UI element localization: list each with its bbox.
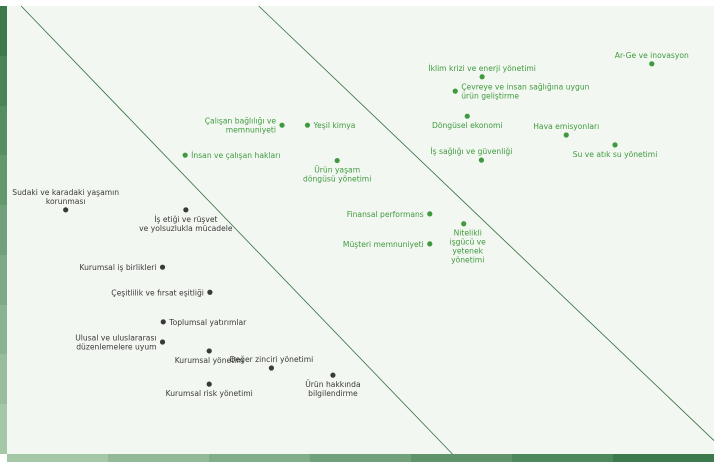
point-su-ve-atık-su-yönetimi [612, 142, 618, 148]
bottom-axis-gradient-bar [7, 454, 714, 462]
left-axis-gradient-bar [0, 6, 7, 454]
point-ar-ge-ve-inovasyon [649, 61, 655, 67]
label-değer-zinciri-yönetimi: Değer zinciri yönetimi [230, 355, 314, 364]
label-su-ve-atık-su-yönetimi: Su ve atık su yönetimi [573, 150, 658, 159]
label-ürün-yaşam-döngüsü-yönetimi: Ürün yaşam döngüsü yönetimi [303, 166, 371, 184]
point-çeşitlilik-ve-fırsat-eşitliği [207, 289, 213, 295]
point-ürün-yaşam-döngüsü-yönetimi [334, 157, 340, 164]
left-bar-segment [0, 354, 7, 405]
label-i-klim-krizi-ve-enerji-yönetimi: İklim krizi ve enerji yönetimi [428, 64, 536, 73]
label-toplumsal-yatırımlar: Toplumsal yatırımlar [168, 318, 247, 327]
point-kurumsal-iş-birlikleri [159, 264, 166, 270]
point-ürün-hakkında-bilgilendirme [330, 372, 336, 378]
left-bar-segment [0, 155, 7, 206]
label-kurumsal-yönetim: Kurumsal yönetim [175, 356, 244, 365]
label-kurumsal-iş-birlikleri: Kurumsal iş birlikleri [79, 263, 156, 272]
bottom-bar-segment [7, 454, 108, 462]
boundary-line-2 [258, 5, 715, 441]
point-çevreye-ve-insan-sağlığına-uygun-ürün-geliştirme [452, 88, 458, 94]
label-sudaki-ve-karadaki-yaşamın-korunması: Sudaki ve karadaki yaşamın korunması [12, 188, 119, 206]
bottom-bar-segment [512, 454, 613, 462]
plot-background [7, 6, 714, 454]
point-finansal-performans [427, 211, 433, 217]
bottom-bar-segment [613, 454, 714, 462]
point-i-ş-etiği-ve-rüşvet-ve-yolsuzlukla-mücadele [183, 207, 189, 213]
label-i-ş-etiği-ve-rüşvet-ve-yolsuzlukla-mücadele: İş etiği ve rüşvet ve yolsuzlukla mücadel… [139, 215, 233, 233]
left-bar-segment [0, 205, 7, 255]
left-bar-segment [0, 6, 7, 56]
point-çalışan-bağlılığı-ve-memnuniyeti [279, 122, 285, 128]
label-ürün-hakkında-bilgilendirme: Ürün hakkında bilgilendirme [305, 380, 360, 398]
label-ar-ge-ve-inovasyon: Ar-Ge ve inovasyon [615, 51, 689, 60]
boundary-line-1 [20, 5, 453, 455]
point-döngüsel-ekonomi [464, 113, 470, 119]
point-i-nsan-ve-çalışan-hakları [182, 152, 188, 158]
left-bar-segment [0, 55, 7, 106]
left-bar-segment [0, 254, 7, 305]
left-bar-segment [0, 304, 7, 355]
label-kurumsal-risk-yönetimi: Kurumsal risk yönetimi [166, 389, 253, 398]
label-i-nsan-ve-çalışan-hakları: İnsan ve çalışan hakları [191, 151, 280, 160]
point-hava-emisyonları [563, 132, 569, 138]
point-kurumsal-yönetim [206, 348, 212, 354]
left-bar-segment [0, 105, 7, 156]
label-döngüsel-ekonomi: Döngüsel ekonomi [432, 121, 503, 130]
bottom-bar-segment [411, 454, 512, 462]
point-kurumsal-risk-yönetimi [206, 381, 212, 387]
point-sudaki-ve-karadaki-yaşamın-korunması [63, 207, 69, 213]
label-i-ş-sağlığı-ve-güvenliği: İş sağlığı ve güvenliği [430, 147, 512, 156]
bottom-bar-segment [108, 454, 209, 462]
label-çalışan-bağlılığı-ve-memnuniyeti: Çalışan bağlılığı ve memnuniyeti [205, 117, 277, 135]
point-toplumsal-yatırımlar [160, 319, 166, 325]
label-yeşil-kimya: Yeşil kimya [312, 121, 355, 130]
label-hava-emisyonları: Hava emisyonları [533, 122, 599, 131]
label-çeşitlilik-ve-fırsat-eşitliği: Çeşitlilik ve fırsat eşitliği [111, 288, 204, 297]
point-değer-zinciri-yönetimi [268, 365, 275, 371]
label-çevreye-ve-insan-sağlığına-uygun-ürün-geliştirme: Çevreye ve insan sağlığına uygun ürün gel… [461, 83, 589, 101]
point-nitelikli-işgücü-ve-yetenek-yönetimi [461, 221, 467, 227]
point-yeşil-kimya [304, 122, 311, 128]
label-nitelikli-işgücü-ve-yetenek-yönetimi: Nitelikli işgücü ve yetenek yönetimi [450, 229, 487, 265]
bottom-bar-segment [209, 454, 310, 462]
label-müşteri-memnuniyeti: Müşteri memnuniyeti [343, 240, 424, 249]
point-i-ş-sağlığı-ve-güvenliği [478, 157, 484, 163]
point-ulusal-ve-uluslararası-düzenlemelere-uyum [159, 339, 166, 345]
left-bar-segment [0, 404, 7, 454]
label-finansal-performans: Finansal performans [347, 210, 424, 219]
label-ulusal-ve-uluslararası-düzenlemelere-uyum: Ulusal ve uluslararası düzenlemelere uyum [75, 334, 156, 352]
point-i-klim-krizi-ve-enerji-yönetimi [479, 74, 485, 80]
point-müşteri-memnuniyeti [427, 241, 433, 247]
bottom-bar-segment [310, 454, 411, 462]
